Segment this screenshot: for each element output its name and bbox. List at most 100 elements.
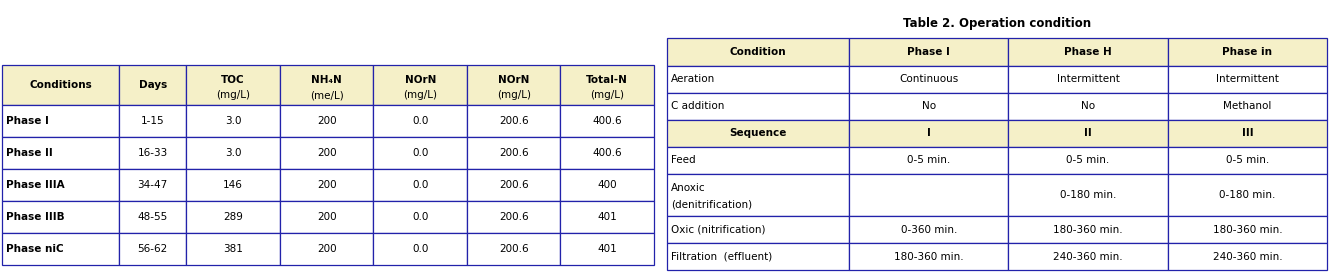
Text: 200: 200 [317, 212, 337, 222]
Text: Total-N: Total-N [586, 75, 629, 85]
Text: Phase IIIA: Phase IIIA [7, 180, 65, 190]
Bar [667, 93, 848, 120]
Bar [186, 105, 280, 137]
Text: 0-180 min.: 0-180 min. [1219, 190, 1276, 200]
Text: 200.6: 200.6 [500, 180, 529, 190]
Text: NOrN: NOrN [498, 75, 529, 85]
Text: Phase II: Phase II [7, 148, 53, 158]
Text: 200: 200 [317, 180, 337, 190]
Text: 0.0: 0.0 [412, 244, 429, 254]
Bar [373, 65, 468, 105]
Bar [1168, 93, 1327, 120]
Bar [848, 93, 1008, 120]
Text: Methanol: Methanol [1223, 101, 1272, 112]
Bar [280, 201, 373, 233]
Text: Aeration: Aeration [671, 75, 715, 84]
Text: TOC: TOC [221, 75, 245, 85]
Bar [119, 65, 186, 105]
Bar [848, 174, 1008, 216]
Text: 34-47: 34-47 [137, 180, 168, 190]
Text: Phase H: Phase H [1064, 47, 1112, 57]
Bar [848, 66, 1008, 93]
Text: Phase I: Phase I [7, 116, 49, 126]
Bar [561, 233, 654, 265]
Bar [667, 120, 848, 147]
Text: Anoxic: Anoxic [671, 183, 706, 193]
Text: 0-360 min.: 0-360 min. [900, 225, 956, 235]
Bar [1168, 120, 1327, 147]
Bar [119, 137, 186, 169]
Text: 200: 200 [317, 116, 337, 126]
Bar [186, 65, 280, 105]
Bar [468, 137, 561, 169]
Bar [1168, 243, 1327, 270]
Text: Condition: Condition [730, 47, 786, 57]
Text: 180-360 min.: 180-360 min. [1054, 225, 1123, 235]
Bar [3, 201, 119, 233]
Text: 200.6: 200.6 [500, 212, 529, 222]
Bar [1008, 120, 1168, 147]
Bar [373, 137, 468, 169]
Text: Feed: Feed [671, 155, 695, 165]
Bar [561, 169, 654, 201]
Text: II: II [1084, 128, 1092, 138]
Text: 1-15: 1-15 [141, 116, 164, 126]
Bar [468, 105, 561, 137]
Text: (denitrification): (denitrification) [671, 199, 753, 209]
Text: 3.0: 3.0 [225, 116, 241, 126]
Text: 0.0: 0.0 [412, 212, 429, 222]
Bar [667, 66, 848, 93]
Text: Filtration  (effluent): Filtration (effluent) [671, 252, 773, 261]
Bar [1008, 93, 1168, 120]
Text: 400.6: 400.6 [593, 148, 622, 158]
Text: 400: 400 [598, 180, 617, 190]
Text: (mg/L): (mg/L) [216, 90, 250, 100]
Text: 56-62: 56-62 [137, 244, 168, 254]
Text: Oxic (nitrification): Oxic (nitrification) [671, 225, 766, 235]
Bar [280, 169, 373, 201]
Bar [119, 169, 186, 201]
Text: 0.0: 0.0 [412, 180, 429, 190]
Bar [468, 65, 561, 105]
Bar [1008, 66, 1168, 93]
Text: 381: 381 [224, 244, 244, 254]
Text: 401: 401 [597, 244, 617, 254]
Bar [3, 65, 119, 105]
Bar [667, 216, 848, 243]
Text: 48-55: 48-55 [137, 212, 168, 222]
Bar [119, 201, 186, 233]
Bar [667, 243, 848, 270]
Text: No: No [1082, 101, 1095, 112]
Bar [848, 120, 1008, 147]
Text: Phase I: Phase I [907, 47, 950, 57]
Bar [1168, 216, 1327, 243]
Bar [119, 233, 186, 265]
Bar [848, 147, 1008, 174]
Bar [280, 105, 373, 137]
Bar [186, 201, 280, 233]
Text: (me/L): (me/L) [310, 90, 344, 100]
Text: NH₄N: NH₄N [312, 75, 342, 85]
Text: 200: 200 [317, 244, 337, 254]
Bar [1008, 147, 1168, 174]
Text: Days: Days [139, 80, 166, 90]
Text: III: III [1241, 128, 1253, 138]
Text: 240-360 min.: 240-360 min. [1054, 252, 1123, 261]
Text: 200: 200 [317, 148, 337, 158]
Text: Phase IIIB: Phase IIIB [7, 212, 65, 222]
Bar [561, 65, 654, 105]
Text: 146: 146 [224, 180, 244, 190]
Bar [468, 169, 561, 201]
Text: Phase niC: Phase niC [7, 244, 64, 254]
Text: NOrN: NOrN [405, 75, 436, 85]
Text: 0-180 min.: 0-180 min. [1060, 190, 1116, 200]
Bar [848, 38, 1008, 66]
Bar [373, 233, 468, 265]
Text: 180-360 min.: 180-360 min. [894, 252, 963, 261]
Text: (mg/L): (mg/L) [497, 90, 530, 100]
Text: 0-5 min.: 0-5 min. [907, 155, 950, 165]
Bar [468, 201, 561, 233]
Bar [667, 174, 848, 216]
Bar [848, 216, 1008, 243]
Bar [280, 137, 373, 169]
